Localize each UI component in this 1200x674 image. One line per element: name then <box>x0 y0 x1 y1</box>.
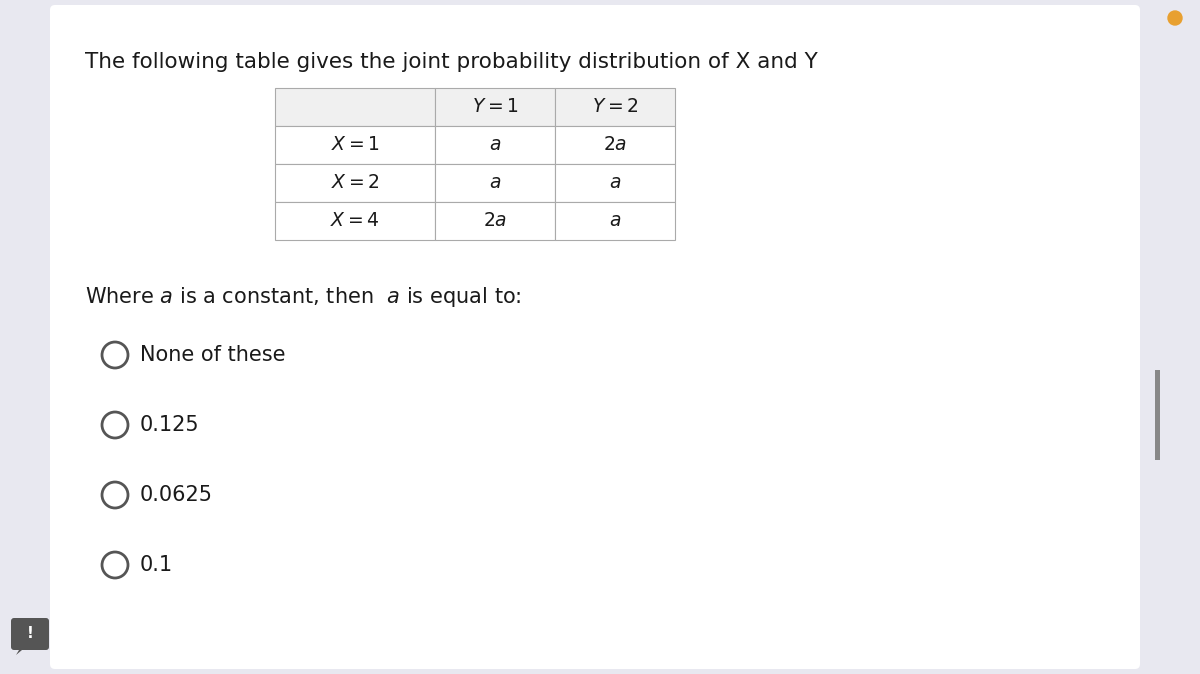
Text: 0.1: 0.1 <box>140 555 173 575</box>
Text: $X = 1$: $X = 1$ <box>331 135 379 154</box>
Bar <box>554 126 674 164</box>
Bar <box>436 88 554 126</box>
Bar <box>436 202 554 240</box>
Text: 0.0625: 0.0625 <box>140 485 214 505</box>
Bar <box>436 164 554 202</box>
Text: $a$: $a$ <box>488 135 502 154</box>
Text: None of these: None of these <box>140 345 286 365</box>
Bar <box>1154 370 1160 460</box>
Text: $a$: $a$ <box>608 173 622 193</box>
FancyBboxPatch shape <box>50 5 1140 669</box>
Text: Where $a$ is a constant, then  $a$ is equal to:: Where $a$ is a constant, then $a$ is equ… <box>85 285 522 309</box>
Text: 0.125: 0.125 <box>140 415 199 435</box>
Bar <box>554 202 674 240</box>
Bar <box>275 88 436 126</box>
Text: The following table gives the joint probability distribution of X and Y: The following table gives the joint prob… <box>85 52 817 72</box>
Circle shape <box>1168 11 1182 25</box>
Bar <box>554 164 674 202</box>
Bar <box>436 126 554 164</box>
Text: !: ! <box>26 627 34 642</box>
Text: $X = 2$: $X = 2$ <box>331 173 379 193</box>
Text: $2a$: $2a$ <box>482 212 508 231</box>
Text: $Y = 2$: $Y = 2$ <box>592 98 638 117</box>
Text: $a$: $a$ <box>488 173 502 193</box>
Bar <box>275 126 436 164</box>
Text: $a$: $a$ <box>608 212 622 231</box>
Bar <box>275 164 436 202</box>
Polygon shape <box>16 645 28 655</box>
Text: $2a$: $2a$ <box>602 135 628 154</box>
FancyBboxPatch shape <box>11 618 49 650</box>
Text: $X = 4$: $X = 4$ <box>330 212 380 231</box>
Bar <box>554 88 674 126</box>
Text: $Y = 1$: $Y = 1$ <box>472 98 518 117</box>
Bar <box>275 202 436 240</box>
